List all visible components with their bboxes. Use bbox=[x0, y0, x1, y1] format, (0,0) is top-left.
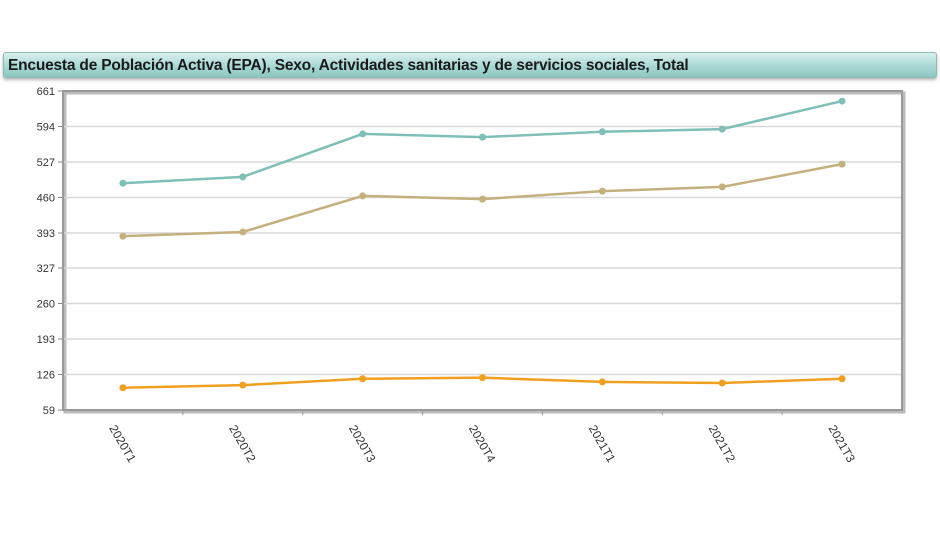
x-tick-label: 2020T2 bbox=[226, 423, 259, 466]
plot-shadow bbox=[63, 91, 906, 414]
y-tick-label: 594 bbox=[37, 122, 55, 134]
data-point bbox=[359, 375, 367, 383]
data-point bbox=[838, 97, 846, 105]
data-point bbox=[838, 375, 846, 383]
data-point bbox=[119, 232, 127, 240]
y-tick-label: 193 bbox=[37, 334, 55, 346]
data-point bbox=[359, 130, 367, 138]
x-tick-label: 2020T3 bbox=[346, 423, 379, 466]
data-point bbox=[598, 378, 606, 386]
x-tick-label: 2021T2 bbox=[706, 423, 739, 466]
x-tick-label: 2020T1 bbox=[106, 423, 139, 466]
data-point bbox=[598, 128, 606, 136]
series-line-0 bbox=[122, 99, 843, 185]
y-tick-label: 460 bbox=[37, 193, 55, 205]
plot-frame bbox=[62, 90, 903, 411]
chart-title: Encuesta de Población Activa (EPA), Sexo… bbox=[8, 57, 689, 74]
chart-title-bar: Encuesta de Población Activa (EPA), Sexo… bbox=[3, 52, 937, 78]
data-point bbox=[718, 183, 726, 191]
data-point bbox=[239, 173, 247, 181]
y-tick-label: 661 bbox=[37, 86, 55, 98]
data-point bbox=[359, 192, 367, 200]
data-point bbox=[479, 374, 486, 382]
x-tick-label: 2021T1 bbox=[586, 423, 619, 466]
data-point bbox=[598, 187, 606, 195]
y-tick-label: 527 bbox=[37, 157, 55, 169]
data-point bbox=[718, 125, 726, 133]
data-point bbox=[239, 228, 247, 236]
y-tick-label: 126 bbox=[37, 369, 55, 381]
y-tick-label: 260 bbox=[37, 298, 55, 310]
data-point bbox=[718, 379, 726, 387]
x-tick-label: 2020T4 bbox=[466, 423, 499, 466]
y-tick-label: 393 bbox=[37, 228, 55, 240]
data-point bbox=[119, 384, 127, 392]
y-tick-label: 327 bbox=[37, 263, 55, 275]
data-point bbox=[119, 179, 127, 187]
y-tick-label: 59 bbox=[43, 405, 55, 417]
x-tick-label: 2021T3 bbox=[825, 423, 858, 466]
data-point bbox=[479, 195, 486, 203]
data-point bbox=[479, 133, 486, 141]
data-point bbox=[838, 160, 846, 168]
data-point bbox=[239, 381, 247, 389]
